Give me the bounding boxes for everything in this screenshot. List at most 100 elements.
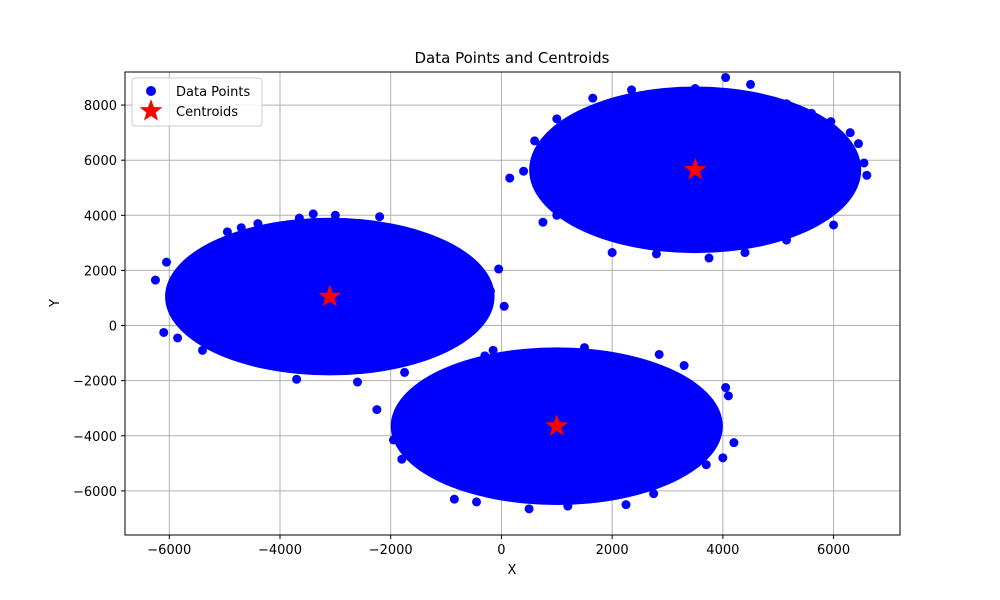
data-point	[721, 383, 731, 393]
data-point	[519, 166, 529, 176]
data-point	[588, 93, 598, 103]
data-point	[292, 374, 302, 384]
data-point	[375, 212, 385, 222]
data-point	[721, 73, 731, 83]
data-point	[782, 99, 792, 109]
data-point	[505, 173, 515, 183]
data-point	[524, 504, 534, 514]
y-tick-label: 6000	[84, 154, 117, 169]
data-point	[530, 136, 540, 146]
legend-label-centroids: Centroids	[176, 105, 238, 120]
plot-area	[150, 73, 872, 514]
data-point	[829, 220, 839, 230]
data-point	[787, 106, 797, 116]
legend-marker-data-points	[146, 86, 156, 96]
data-point	[236, 223, 246, 233]
data-points-outliers	[150, 73, 872, 514]
data-point	[538, 217, 548, 227]
data-point	[690, 84, 700, 94]
y-tick-label: 8000	[84, 99, 117, 114]
data-point	[552, 210, 562, 220]
data-point	[679, 361, 689, 371]
x-tick-label: 4000	[706, 543, 739, 558]
data-point	[674, 89, 684, 99]
data-point	[646, 90, 656, 100]
data-point	[704, 253, 714, 263]
data-point	[718, 453, 728, 463]
data-point	[499, 301, 509, 311]
data-point	[607, 248, 617, 258]
data-point	[552, 114, 562, 124]
data-point	[627, 85, 637, 95]
data-point	[701, 460, 711, 470]
y-tick-label: −2000	[73, 375, 117, 390]
data-point	[472, 497, 482, 507]
data-point	[480, 351, 490, 361]
chart-title: Data Points and Centroids	[414, 49, 609, 67]
data-point	[159, 327, 169, 337]
centroid-star	[545, 414, 569, 436]
data-point	[173, 333, 183, 343]
y-tick-label: 2000	[84, 264, 117, 279]
centroid-star	[683, 157, 707, 180]
y-tick-label: 0	[109, 320, 117, 335]
data-point	[494, 264, 504, 274]
data-point	[294, 213, 304, 223]
data-point	[826, 117, 836, 127]
data-point	[563, 501, 573, 511]
data-point	[449, 494, 459, 504]
x-tick-label: −2000	[369, 543, 413, 558]
data-point	[806, 108, 816, 118]
data-point	[330, 210, 340, 220]
x-axis-label: X	[508, 563, 517, 578]
data-point	[740, 248, 750, 258]
data-point	[488, 345, 498, 355]
x-tick-label: 2000	[596, 543, 629, 558]
y-tick-label: −6000	[73, 485, 117, 500]
data-point	[579, 343, 589, 353]
data-point	[353, 377, 362, 387]
data-point	[222, 227, 232, 237]
x-tick-label: 0	[497, 543, 505, 558]
data-point	[400, 367, 410, 377]
y-tick-label: −4000	[73, 430, 117, 445]
data-point	[859, 158, 869, 168]
x-tick-label: −6000	[147, 543, 191, 558]
data-point	[150, 275, 160, 285]
data-point	[253, 219, 263, 229]
data-point	[782, 235, 792, 245]
data-point	[198, 345, 207, 355]
data-point	[746, 79, 756, 89]
data-point	[621, 500, 631, 510]
data-point	[862, 170, 872, 180]
x-tick-label: −4000	[258, 543, 302, 558]
data-point	[175, 271, 185, 281]
data-point	[388, 435, 398, 445]
data-point	[845, 128, 855, 138]
data-point	[413, 241, 423, 251]
data-point	[472, 282, 482, 292]
data-point	[474, 361, 484, 371]
data-point	[853, 139, 863, 149]
plot-frame	[124, 71, 901, 536]
data-point	[723, 391, 733, 401]
legend-box	[131, 77, 263, 127]
x-axis-ticks: −6000 −4000 −2000 0 2000 4000 6000	[147, 535, 850, 558]
data-point	[162, 257, 172, 267]
y-axis-label: Y	[48, 299, 63, 308]
centroids	[318, 157, 707, 436]
data-point	[485, 286, 495, 296]
x-tick-label: 6000	[817, 543, 850, 558]
centroid-star	[318, 284, 342, 307]
data-point	[427, 263, 437, 273]
data-point	[649, 489, 659, 499]
legend-label-data-points: Data Points	[176, 85, 250, 100]
data-point	[397, 454, 407, 464]
data-point	[729, 438, 739, 448]
data-point	[372, 405, 382, 415]
data-point	[400, 303, 410, 313]
legend: Data Points Centroids	[131, 77, 263, 127]
data-point	[651, 249, 661, 259]
data-point	[654, 349, 664, 359]
